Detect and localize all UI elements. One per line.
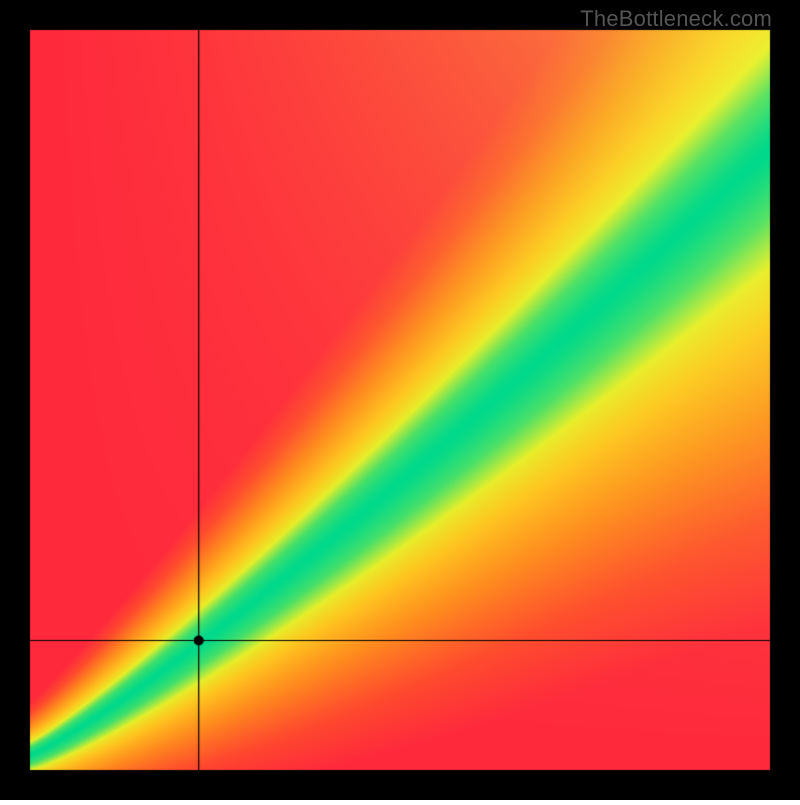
figure-container: TheBottleneck.com	[0, 0, 800, 800]
watermark-text: TheBottleneck.com	[580, 6, 772, 32]
heatmap-canvas-wrap	[0, 0, 800, 805]
bottleneck-heatmap	[0, 0, 800, 800]
